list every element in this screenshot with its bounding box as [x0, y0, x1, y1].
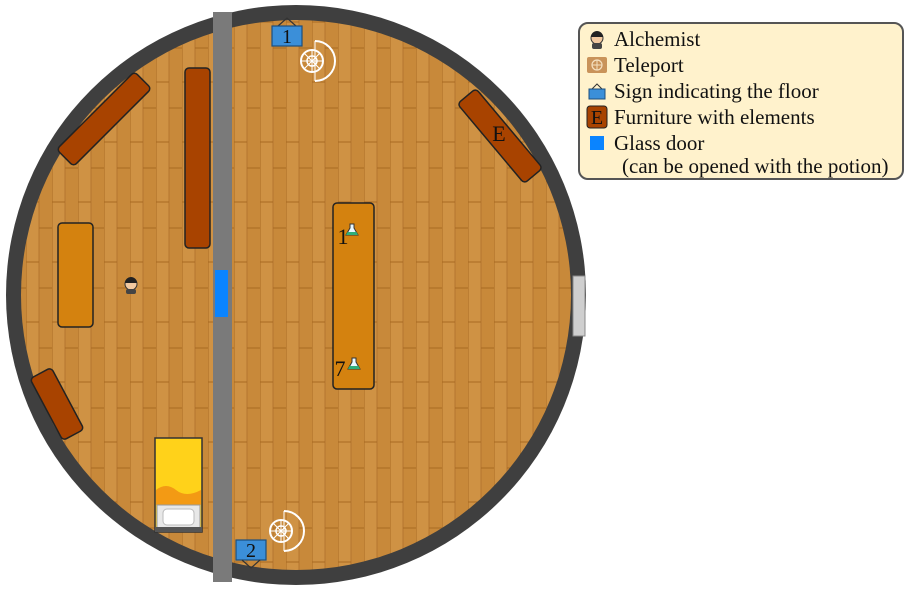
- floor-sign-top[interactable]: [271, 17, 303, 47]
- bed[interactable]: [154, 437, 203, 533]
- alchemist-icon: [586, 28, 608, 50]
- legend-label: Glass door: [614, 131, 705, 155]
- legend-note: (can be opened with the potion): [622, 154, 889, 178]
- legend: Alchemist Teleport Sign indicating the f…: [578, 22, 904, 180]
- furniture-element-label: E: [492, 121, 505, 146]
- legend-row-floor-sign: Sign indicating the floor: [580, 78, 819, 104]
- side-door[interactable]: [572, 275, 586, 337]
- alchemy-table[interactable]: [332, 202, 375, 390]
- alchemist-icon[interactable]: [124, 277, 138, 294]
- teleport-icon: [586, 54, 608, 76]
- legend-row-glass-door: Glass door: [580, 130, 704, 156]
- furniture-dark-tall[interactable]: [184, 67, 211, 249]
- furniture-dark-lower-left[interactable]: [30, 367, 84, 440]
- teleport-icon-bottom[interactable]: [269, 510, 305, 552]
- table-number-1: 1: [338, 224, 349, 249]
- svg-text:E: E: [591, 107, 603, 129]
- teleport-icon-top[interactable]: [300, 40, 336, 82]
- glass-door[interactable]: [215, 270, 228, 317]
- furniture-dark-diagonal-left[interactable]: [57, 72, 152, 167]
- flask-icon[interactable]: [345, 223, 359, 236]
- glass-door-icon: [586, 132, 608, 154]
- floor-sign-bottom[interactable]: [235, 539, 267, 569]
- floor-sign-bottom-label: 2: [246, 540, 256, 562]
- furniture-light-left[interactable]: [57, 222, 94, 328]
- legend-row-alchemist: Alchemist: [580, 26, 700, 52]
- floor-sign-top-label: 1: [282, 26, 292, 48]
- legend-row-furniture: E Furniture with elements: [580, 104, 815, 130]
- floor-sign-icon: [586, 80, 608, 102]
- legend-label: Teleport: [614, 53, 684, 77]
- table-number-7: 7: [335, 356, 346, 381]
- legend-label: Furniture with elements: [614, 105, 815, 129]
- legend-row-teleport: Teleport: [580, 52, 684, 78]
- furniture-with-elements[interactable]: [457, 88, 542, 183]
- legend-label: Sign indicating the floor: [614, 79, 819, 103]
- furniture-element-icon: E: [586, 105, 608, 129]
- flask-icon[interactable]: [347, 357, 361, 370]
- legend-label: Alchemist: [614, 27, 701, 51]
